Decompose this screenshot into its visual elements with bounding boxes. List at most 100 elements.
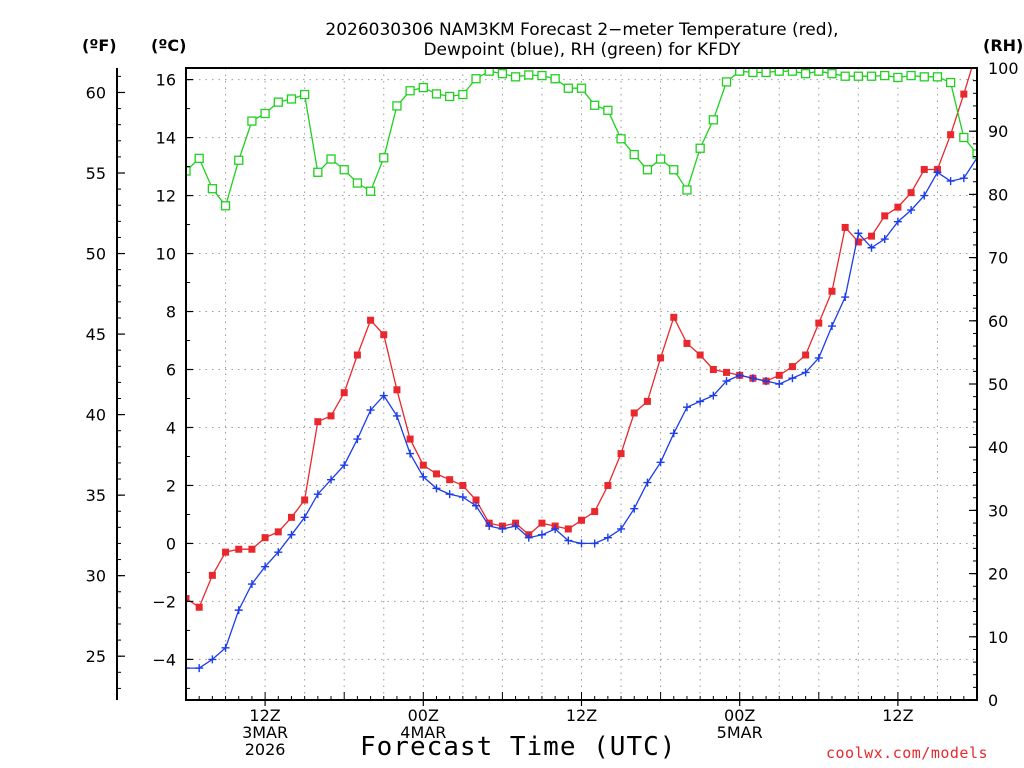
rh-point-28 — [550, 74, 560, 84]
rh-point-8 — [286, 94, 297, 104]
rh-tick-label: 50 — [988, 375, 1008, 394]
2-meter-temperature-point-37 — [670, 313, 678, 321]
2-meter-temperature-point-27 — [538, 519, 546, 527]
series-clip-group — [186, 47, 981, 673]
2-meter-temperature-point-30 — [578, 516, 585, 524]
dewpoint-point-37 — [669, 429, 678, 438]
dewpoint-point-58 — [946, 177, 955, 186]
fahrenheit-tick-label: 50 — [86, 245, 106, 264]
rh-point-52 — [866, 71, 877, 81]
x-tick-label: 3MAR — [242, 723, 288, 742]
dewpoint-point-33 — [617, 524, 626, 533]
2-meter-temperature-point-46 — [788, 363, 796, 371]
dewpoint-point-40 — [709, 391, 718, 400]
rh-point-0 — [186, 166, 191, 176]
dewpoint-point-22 — [472, 501, 481, 510]
rh-point-58 — [945, 77, 956, 88]
fahrenheit-axis-label: (ºF) — [82, 36, 117, 55]
rh-point-47 — [800, 69, 811, 79]
rh-point-34 — [629, 149, 639, 160]
fahrenheit-tick-label: 30 — [86, 567, 106, 586]
rh-point-23 — [484, 68, 494, 76]
x-tick-label: 00Z — [408, 706, 439, 725]
rh-point-51 — [853, 71, 863, 81]
rh-point-5 — [247, 116, 257, 126]
rh-point-50 — [840, 71, 850, 81]
dewpoint-point-35 — [643, 478, 652, 487]
celsius-tick-label: 12 — [156, 187, 176, 206]
dewpoint-point-5 — [247, 580, 256, 589]
2-meter-temperature-point-10 — [314, 418, 322, 426]
dewpoint-point-12 — [340, 461, 349, 470]
rh-point-29 — [563, 83, 573, 93]
dewpoint-point-14 — [366, 406, 375, 415]
2-meter-temperature-point-32 — [604, 481, 612, 489]
dewpoint-point-38 — [682, 403, 691, 412]
dewpoint-point-54 — [893, 217, 902, 226]
dewpoint-point-0 — [186, 664, 190, 673]
fahrenheit-tick-label: 60 — [86, 83, 106, 102]
dewpoint-point-25 — [511, 522, 520, 531]
rh-point-11 — [326, 154, 336, 164]
rh-point-30 — [576, 83, 587, 93]
2-meter-temperature-point-36 — [657, 354, 665, 362]
dewpoint-point-50 — [841, 293, 850, 302]
rh-point-9 — [299, 89, 310, 100]
dewpoint-point-36 — [656, 458, 665, 467]
dewpoint-point-44 — [762, 377, 771, 386]
dewpoint-point-6 — [261, 562, 270, 571]
dewpoint-point-20 — [445, 490, 454, 499]
dewpoint-point-4 — [234, 606, 243, 615]
2-meter-temperature-point-50 — [841, 223, 849, 231]
rh-point-60 — [972, 149, 977, 159]
2-meter-temperature-point-16 — [393, 386, 401, 394]
celsius-tick-label: 4 — [166, 418, 176, 437]
rh-point-53 — [880, 70, 890, 81]
rh-tick-label: 90 — [988, 122, 1008, 141]
rh-point-37 — [669, 165, 679, 175]
2-meter-temperature-point-58 — [947, 131, 955, 139]
x-tick-label: 2026 — [245, 740, 286, 759]
rh-point-1 — [194, 153, 204, 164]
2-meter-temperature-point-14 — [367, 316, 375, 324]
dewpoint-point-56 — [920, 191, 929, 200]
rh-point-3 — [220, 201, 231, 211]
2-meter-temperature-point-54 — [894, 203, 902, 211]
celsius-tick-label: 10 — [156, 245, 176, 264]
2-meter-temperature-point-55 — [907, 189, 915, 197]
dewpoint-point-7 — [274, 548, 283, 557]
2-meter-temperature-point-12 — [340, 389, 348, 397]
2-meter-temperature-point-60 — [974, 47, 981, 54]
dewpoint-point-29 — [564, 536, 573, 545]
fahrenheit-tick-label: 55 — [86, 164, 106, 183]
2-meter-temperature-point-38 — [683, 339, 691, 347]
dewpoint-point-31 — [590, 539, 599, 548]
dewpoint-point-34 — [630, 504, 639, 513]
dewpoint-point-30 — [577, 539, 586, 548]
celsius-tick-label: −4 — [152, 650, 176, 669]
rh-point-54 — [893, 72, 903, 83]
rh-point-27 — [537, 70, 547, 81]
dewpoint-point-41 — [722, 377, 731, 386]
fahrenheit-tick-label: 45 — [86, 325, 106, 344]
rh-point-36 — [655, 154, 666, 164]
dewpoint-point-47 — [801, 368, 810, 377]
credit-link[interactable]: coolwx.com/models — [826, 744, 989, 762]
2-meter-temperature-point-29 — [564, 525, 572, 533]
2-meter-temperature-point-20 — [446, 476, 454, 484]
dewpoint-point-32 — [603, 533, 612, 542]
dewpoint-point-46 — [788, 374, 797, 383]
dewpoint-point-9 — [300, 513, 309, 522]
rh-point-6 — [260, 108, 270, 119]
rh-point-42 — [735, 68, 745, 76]
x-axis-title: Forecast Time (UTC) — [360, 732, 677, 762]
dewpoint-point-18 — [419, 472, 428, 481]
rh-point-12 — [339, 165, 349, 175]
rh-point-39 — [695, 143, 705, 153]
2-meter-temperature-point-11 — [327, 412, 335, 420]
dewpoint-point-10 — [313, 490, 322, 499]
dewpoint-point-49 — [827, 322, 836, 331]
dewpoint-point-26 — [524, 533, 533, 542]
2-meter-temperature-point-49 — [828, 287, 836, 295]
rh-point-7 — [273, 97, 283, 107]
